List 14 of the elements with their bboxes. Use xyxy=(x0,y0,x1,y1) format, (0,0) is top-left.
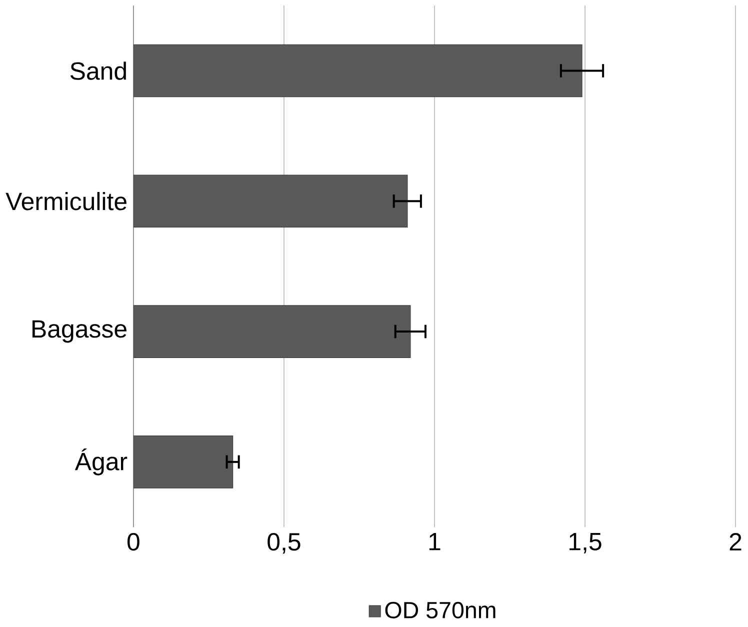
x-tick-label: 0 xyxy=(127,532,140,551)
y-tick-label: Bagasse xyxy=(32,320,126,343)
bar xyxy=(133,174,408,228)
bar xyxy=(133,44,582,97)
y-tick-label: Ágar xyxy=(74,448,128,476)
y-tick-label: Vermiculite xyxy=(6,192,126,210)
bar xyxy=(133,435,234,488)
bar xyxy=(133,304,411,358)
x-tick-label: 2 xyxy=(730,532,742,550)
legend-label: OD 570nm xyxy=(385,602,496,618)
x-tick-label: 1,5 xyxy=(570,532,602,554)
y-tick-label: Sand xyxy=(70,61,126,80)
x-tick-label: 1 xyxy=(429,532,440,550)
x-tick-label: 0,5 xyxy=(268,532,300,554)
